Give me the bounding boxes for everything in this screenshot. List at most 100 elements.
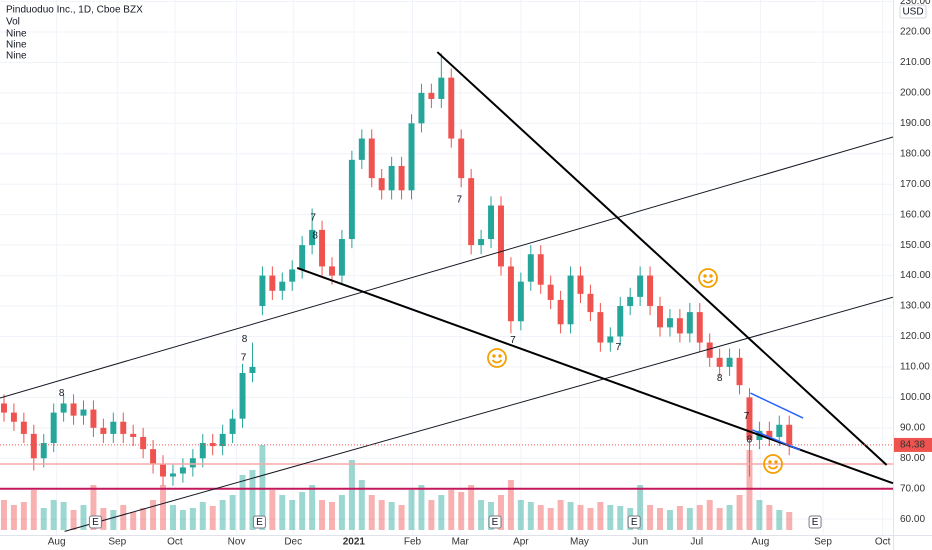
volume-bar (130, 512, 137, 530)
candle-body (706, 342, 713, 358)
x-tick-label: Oct (875, 537, 891, 548)
trend-line (64, 296, 894, 532)
volume-bar (617, 506, 624, 530)
candle-body (150, 449, 157, 465)
candle-body (80, 409, 87, 416)
candle-body (637, 275, 644, 297)
candle-body (478, 239, 485, 246)
volume-bar (428, 500, 435, 530)
volume-bar (160, 485, 166, 530)
volume-bar (329, 502, 335, 530)
candle-body (209, 443, 216, 447)
candle-body (657, 306, 663, 328)
y-tick-label: 210.00 (900, 57, 931, 68)
earnings-box (252, 515, 266, 529)
candle-body (358, 138, 365, 160)
x-tick-label: Dec (284, 537, 302, 548)
volume-bar (756, 500, 763, 530)
earnings-box (808, 515, 822, 529)
volume-bar (448, 490, 455, 530)
candle-body (348, 159, 355, 240)
earnings-box (488, 515, 502, 529)
candle-body (130, 433, 137, 437)
volume-bar (478, 500, 485, 530)
candle-body (10, 412, 17, 422)
candle-body (110, 421, 117, 434)
candle-body (239, 373, 246, 419)
smiley (763, 454, 783, 474)
candle-body (408, 123, 415, 191)
candle-body (438, 77, 445, 99)
volume-bar (458, 492, 465, 530)
currency-box[interactable] (899, 4, 927, 19)
candle-body (219, 433, 226, 447)
candle-body (587, 293, 594, 313)
candle-body (627, 296, 634, 307)
volume-bar (209, 506, 216, 530)
volume-bar (140, 508, 147, 530)
x-tick-label: Oct (167, 537, 183, 548)
sequential-marker: 8 (717, 373, 723, 384)
candle-body (666, 318, 673, 328)
candle-body (289, 269, 296, 282)
candle-body (517, 281, 524, 322)
trend-line (0, 136, 894, 399)
candle-body (786, 424, 793, 445)
candle-body (0, 403, 7, 413)
candle-body (567, 275, 574, 325)
candle-body (766, 430, 773, 437)
plot: 8 7 8 7 8 7 7 7 8 7 8 E E E E E (0, 0, 894, 535)
volume-bar (299, 492, 306, 530)
volume-bar (537, 505, 544, 530)
earnings-box (88, 515, 102, 529)
volume-bar (726, 505, 733, 530)
candle-body (378, 178, 385, 191)
indicator-label: Nine (6, 51, 27, 62)
volume-bar (229, 495, 236, 530)
trend-line (752, 429, 801, 451)
volume-bar (587, 508, 594, 530)
y-tick-label: 200.00 (900, 88, 931, 99)
volume-bar (358, 480, 365, 530)
x-tick-label: Feb (404, 537, 422, 548)
sequential-marker: 8 (242, 334, 248, 345)
volume-bar (169, 505, 176, 530)
volume-bar (309, 485, 316, 530)
volume-bar (348, 460, 355, 530)
candle-body (647, 275, 654, 307)
y-tick-label: 160.00 (900, 209, 931, 220)
candle-body (597, 312, 604, 343)
volume-bar (647, 505, 654, 530)
candle-body (388, 165, 395, 191)
indicator-label: Nine (6, 29, 27, 40)
candle-body (726, 357, 733, 367)
candle-body (100, 427, 107, 434)
sequential-marker: 7 (241, 353, 247, 364)
volume-bar (90, 485, 97, 530)
x-tick-label: 2021 (343, 537, 366, 548)
volume-bar (10, 505, 17, 530)
currency-label[interactable]: USD (902, 7, 923, 18)
volume-bar (0, 500, 7, 530)
volume-bar (786, 512, 793, 530)
indicator-label: Nine (6, 40, 27, 51)
volume-bar (557, 500, 564, 530)
volume-bar (408, 490, 415, 530)
candle-body (458, 138, 465, 179)
candle-body (448, 77, 455, 139)
earnings-label: E (92, 517, 99, 528)
y-tick-label: 110.00 (900, 362, 930, 373)
candle-body (428, 92, 435, 99)
volume-bar (269, 490, 276, 530)
candle-body (90, 409, 97, 428)
volume-bar (319, 500, 326, 530)
candle-body (189, 458, 196, 468)
candle-body (249, 366, 256, 374)
sequential-marker: 7 (744, 411, 750, 422)
candle-body (30, 433, 37, 459)
smiley (487, 348, 507, 368)
volume-bar (746, 450, 753, 530)
candle-body (60, 403, 67, 413)
volume-bar (438, 495, 445, 530)
